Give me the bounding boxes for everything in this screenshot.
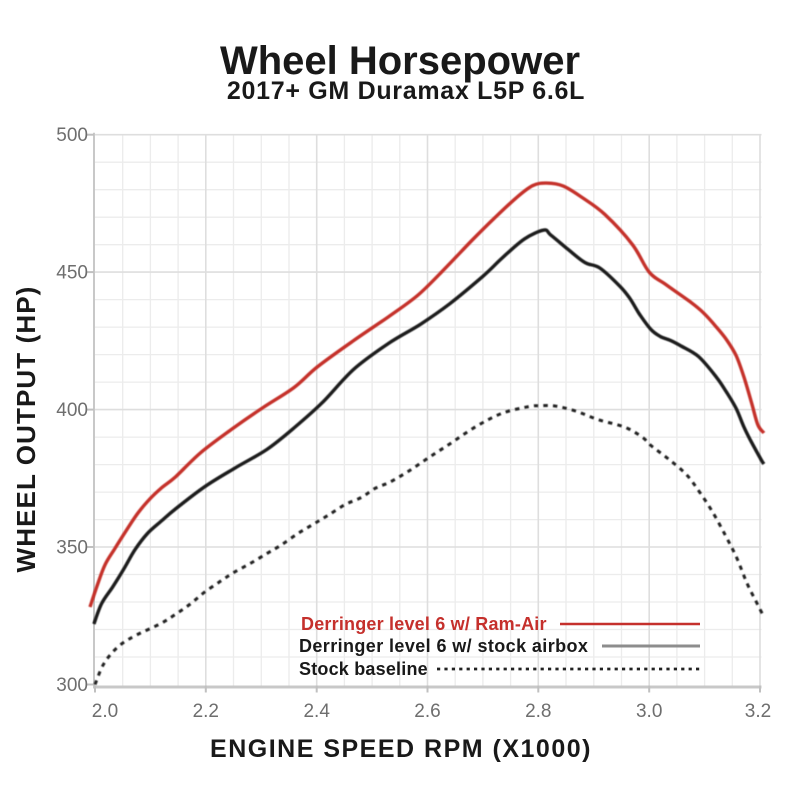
svg-text:Stock baseline: Stock baseline xyxy=(299,659,428,679)
svg-text:2.4: 2.4 xyxy=(303,701,330,722)
svg-text:450: 450 xyxy=(56,263,88,284)
svg-text:Derringer level 6 w/ Ram-Air: Derringer level 6 w/ Ram-Air xyxy=(301,614,547,634)
svg-text:400: 400 xyxy=(56,400,88,421)
svg-text:300: 300 xyxy=(56,675,88,696)
svg-text:350: 350 xyxy=(56,537,88,558)
svg-text:Wheel Horsepower: Wheel Horsepower xyxy=(220,39,580,83)
svg-text:500: 500 xyxy=(56,125,88,146)
svg-text:Derringer level 6 w/ stock air: Derringer level 6 w/ stock airbox xyxy=(299,636,588,656)
svg-text:3.0: 3.0 xyxy=(636,701,662,722)
svg-text:2.0: 2.0 xyxy=(92,701,118,722)
svg-text:2.6: 2.6 xyxy=(414,701,440,722)
svg-text:2.2: 2.2 xyxy=(193,701,219,722)
svg-text:3.2: 3.2 xyxy=(745,701,771,722)
svg-text:2.8: 2.8 xyxy=(525,701,551,722)
svg-text:WHEEL OUTPUT (HP): WHEEL OUTPUT (HP) xyxy=(11,286,41,573)
svg-text:2017+ GM Duramax L5P 6.6L: 2017+ GM Duramax L5P 6.6L xyxy=(227,77,585,105)
svg-text:ENGINE SPEED RPM (X1000): ENGINE SPEED RPM (X1000) xyxy=(210,735,592,763)
